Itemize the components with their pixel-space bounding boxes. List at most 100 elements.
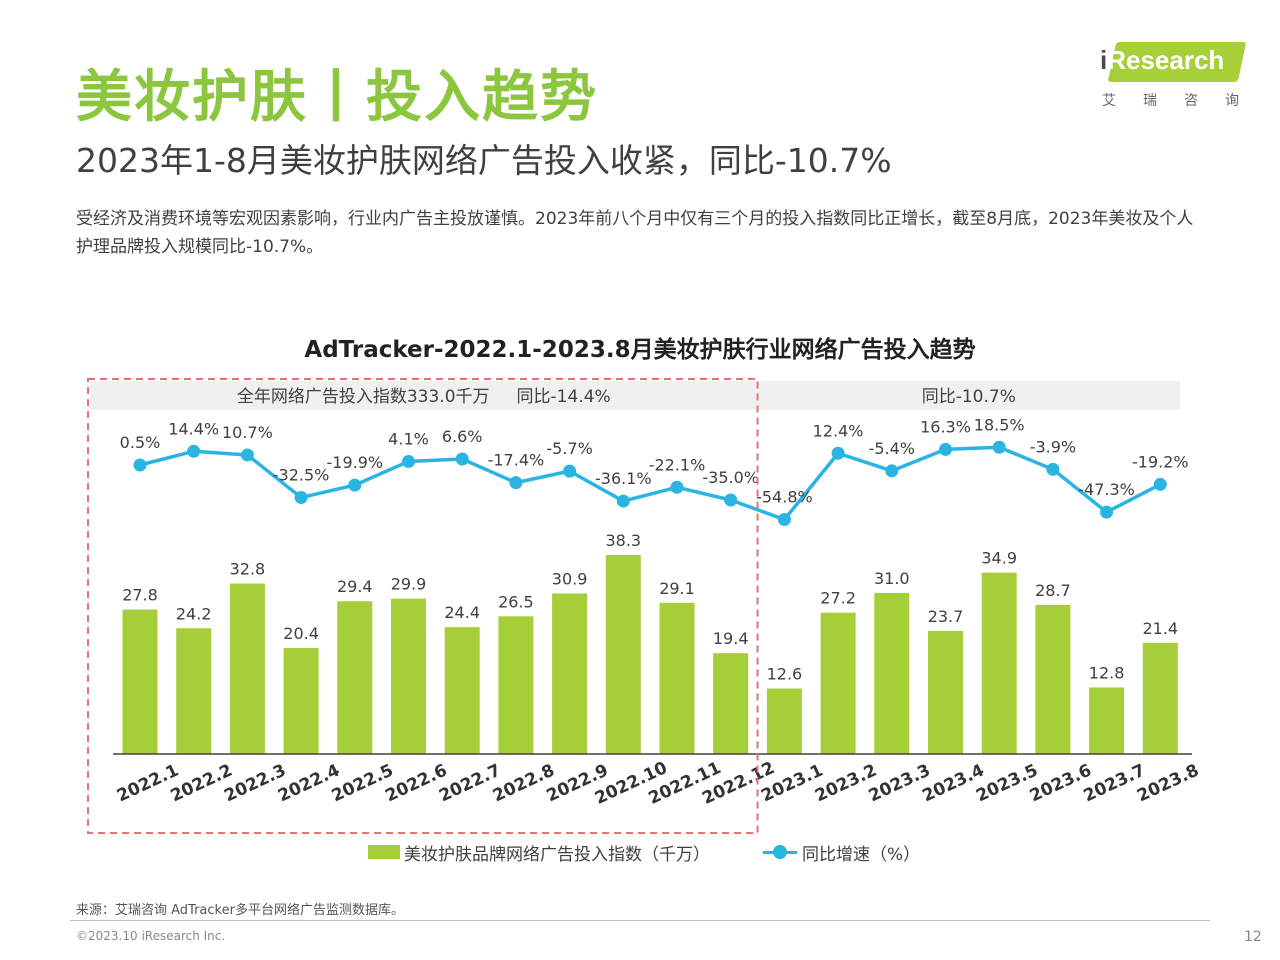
- chart-title: AdTracker-2022.1-2023.8月美妆护肤行业网络广告投入趋势: [304, 337, 976, 363]
- x-tick-2023.2: 2023.2: [812, 761, 880, 807]
- logo-text: iResearch: [1100, 45, 1224, 76]
- bar-2022.10: [605, 555, 641, 754]
- bar-label-2023.8: 21.4: [1142, 619, 1178, 638]
- growth-label-2023.7: -47.3%: [1078, 480, 1135, 499]
- growth-point-2022.10: [616, 494, 630, 508]
- growth-label-2023.8: -19.2%: [1132, 452, 1189, 471]
- growth-label-2022.11: -22.1%: [649, 455, 706, 474]
- growth-label-2022.3: 10.7%: [222, 423, 273, 442]
- band-2022-label: 全年网络广告投入指数333.0千万 同比-14.4%: [237, 387, 611, 407]
- growth-label-2023.1: -54.8%: [756, 488, 813, 507]
- growth-point-2023.8: [1153, 477, 1167, 491]
- growth-label-2022.6: 4.1%: [388, 429, 429, 448]
- growth-line: [139, 445, 1162, 522]
- bar-label-2022.2: 24.2: [176, 604, 212, 623]
- bar-2022.1: [122, 609, 158, 754]
- growth-label-2022.2: 14.4%: [168, 419, 219, 438]
- growth-point-2022.9: [563, 464, 577, 478]
- bar-2023.2: [820, 612, 856, 754]
- growth-point-2022.11: [670, 480, 684, 494]
- growth-label-2022.4: -32.5%: [273, 466, 330, 485]
- x-tick-2023.3: 2023.3: [866, 761, 934, 807]
- growth-point-2023.3: [885, 464, 899, 478]
- logo-prefix: i: [1100, 45, 1108, 75]
- bar-2022.7: [444, 627, 480, 754]
- x-tick-2023.6: 2023.6: [1027, 761, 1095, 807]
- highlight-2022-box: [87, 378, 759, 834]
- x-tick-2022.7: 2022.7: [436, 761, 504, 807]
- footer-divider: [70, 920, 1210, 921]
- logo-cn: 艾瑞咨询: [1102, 93, 1266, 109]
- bar-2023.3: [874, 592, 910, 754]
- bar-2022.8: [498, 616, 534, 754]
- description: 受经济及消费环境等宏观因素影响，行业内广告主投放谨慎。2023年前八个月中仅有三…: [76, 209, 1194, 257]
- band-2023-label: 同比-10.7%: [922, 387, 1016, 407]
- growth-point-2023.4: [939, 442, 952, 456]
- growth-label-2022.8: -17.4%: [488, 451, 545, 470]
- page-subtitle: 2023年1-8月美妆护肤网络广告投入收紧，同比-10.7%: [76, 141, 892, 180]
- growth-point-2022.3: [240, 448, 254, 462]
- growth-point-2022.7: [455, 452, 469, 466]
- x-tick-2022.8: 2022.8: [490, 761, 558, 807]
- legend-bar-swatch: [368, 845, 400, 859]
- growth-label-2022.9: -5.7%: [546, 439, 592, 458]
- growth-point-2022.5: [348, 478, 362, 492]
- x-tick-2022.5: 2022.5: [329, 761, 397, 807]
- growth-point-2023.6: [1046, 462, 1060, 476]
- growth-label-2022.5: -19.9%: [326, 453, 383, 472]
- chart-legend: 美妆护肤品牌网络广告投入指数（千万） 同比增速（%）: [0, 838, 1280, 866]
- bar-2022.6: [391, 598, 426, 754]
- growth-point-2022.12: [724, 493, 738, 507]
- growth-label-2023.5: 18.5%: [974, 415, 1025, 434]
- bar-2023.1: [766, 688, 802, 754]
- bar-2022.5: [337, 601, 373, 754]
- bar-label-2023.7: 12.8: [1089, 663, 1125, 682]
- bar-label-2022.8: 26.5: [498, 592, 534, 611]
- bar-label-2022.1: 27.8: [122, 586, 158, 605]
- x-tick-2023.7: 2023.7: [1081, 761, 1149, 807]
- bar-label-2022.3: 32.8: [230, 560, 266, 579]
- bar-2023.4: [928, 630, 963, 754]
- source-note: 来源：艾瑞咨询 AdTracker多平台网络广告监测数据库。: [76, 903, 404, 918]
- copyright: ©2023.10 iResearch Inc.: [76, 929, 226, 943]
- bar-label-2023.2: 27.2: [820, 589, 856, 608]
- bar-2023.8: [1142, 642, 1178, 754]
- growth-point-2023.5: [992, 440, 1006, 454]
- bar-label-2022.9: 30.9: [552, 569, 588, 588]
- x-tick-2022.1: 2022.1: [114, 761, 182, 807]
- growth-point-2023.7: [1100, 505, 1114, 519]
- bar-label-2023.3: 31.0: [874, 569, 910, 588]
- growth-label-2023.3: -5.4%: [869, 439, 915, 458]
- bar-2022.11: [659, 602, 695, 754]
- growth-label-2022.12: -35.0%: [702, 468, 759, 487]
- legend-line-label: 同比增速（%）: [802, 845, 921, 865]
- growth-label-2023.2: 12.4%: [813, 421, 864, 440]
- bar-2022.4: [283, 648, 319, 754]
- bar-2023.7: [1089, 687, 1125, 754]
- bar-label-2023.6: 28.7: [1035, 581, 1071, 600]
- growth-label-2023.6: -3.9%: [1030, 437, 1076, 456]
- growth-point-2023.2: [831, 446, 845, 460]
- growth-point-2022.6: [402, 454, 415, 468]
- bar-label-2023.5: 34.9: [981, 549, 1017, 568]
- bar-label-2023.4: 23.7: [928, 607, 964, 626]
- growth-point-2022.4: [294, 491, 308, 505]
- iresearch-logo: iResearch 艾瑞咨询: [1100, 42, 1250, 112]
- page-number: 12: [1244, 929, 1262, 945]
- growth-label-2023.4: 16.3%: [920, 417, 971, 436]
- page-title: 美妆护肤丨投入趋势: [76, 65, 598, 130]
- x-tick-2022.6: 2022.6: [382, 761, 450, 807]
- bar-2022.9: [552, 593, 588, 754]
- legend-bar-label: 美妆护肤品牌网络广告投入指数（千万）: [404, 845, 710, 865]
- bar-label-2022.12: 19.4: [713, 629, 749, 648]
- bar-label-2022.6: 29.9: [391, 575, 427, 594]
- x-tick-2022.3: 2022.3: [221, 761, 289, 807]
- logo-word: Research: [1107, 45, 1225, 75]
- growth-label-2022.7: 6.6%: [442, 427, 483, 446]
- bar-label-2022.7: 24.4: [444, 603, 480, 622]
- bar-label-2022.5: 29.4: [337, 577, 373, 596]
- bar-label-2022.11: 29.1: [659, 579, 695, 598]
- growth-label-2022.10: -36.1%: [595, 469, 652, 488]
- bar-label-2023.1: 12.6: [767, 665, 803, 684]
- x-tick-2022.2: 2022.2: [168, 761, 236, 807]
